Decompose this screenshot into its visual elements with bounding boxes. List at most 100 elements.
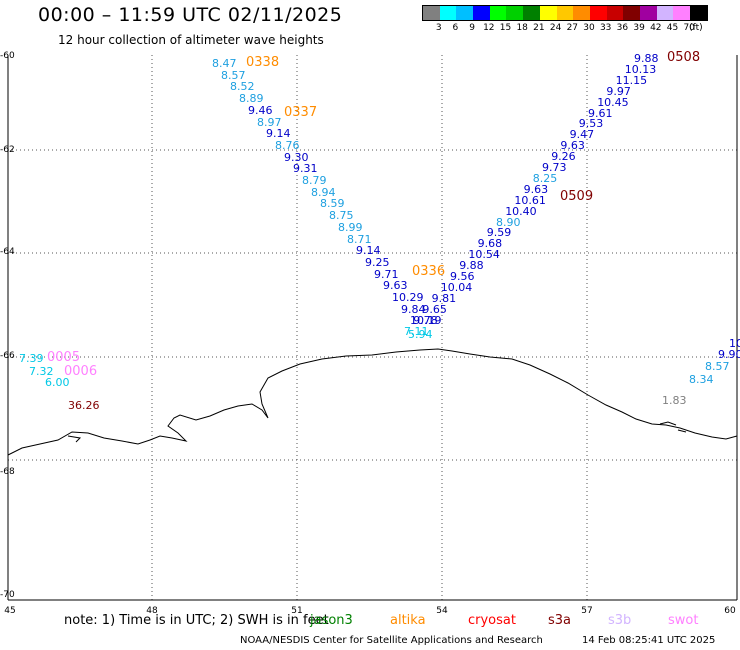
swh-label: 10.13 [624, 62, 657, 76]
swh-label: 8.59 [320, 197, 345, 211]
antarctic-coastline [7, 348, 738, 456]
swh-label: 9.56 [450, 270, 475, 283]
wave-height-legend: 3 6 9 12 15 18 21 24 27 30 33 36 39 42 45 70 (ft) [422, 5, 708, 35]
swh-label: 9.46 [248, 103, 273, 117]
legend-label: 45 [666, 23, 679, 33]
graticule [8, 55, 738, 600]
swh-label: 8.89 [239, 92, 264, 106]
swh-label: 9.63 [560, 139, 585, 153]
lon-tick: 45 [4, 606, 16, 616]
swh-label: 8.57 [221, 68, 246, 82]
lon-tick: 48 [146, 606, 158, 616]
legend-swatch [456, 6, 474, 20]
swh-label: 9.14 [266, 127, 291, 141]
swh-label: 9.63 [523, 182, 549, 196]
legend-label: 21 [533, 23, 545, 33]
swh-label: 10.40 [505, 204, 537, 218]
swh-label: 8.25 [532, 171, 558, 185]
legend-swatch [589, 6, 607, 20]
legend-label: 70 [683, 23, 695, 33]
swh-label: 8.47 [212, 57, 237, 70]
legend-label: 15 [499, 23, 512, 33]
swh-label: 10.19 [410, 314, 442, 328]
swh-label: 8.76 [275, 138, 300, 152]
ice-shelf-islands [67, 421, 687, 443]
legend-labels: 3 6 9 12 15 18 21 24 27 30 33 36 39 42 45 70 (ft) [422, 21, 708, 35]
legend-swatch [489, 6, 507, 20]
pass-time-label: 0337 [284, 105, 318, 120]
legend-swatch [673, 6, 690, 20]
legend-label: 27 [566, 23, 579, 33]
legend-label: 42 [650, 23, 662, 33]
legend-label: 24 [549, 23, 562, 33]
legend-swatch [690, 6, 707, 20]
legend-label: 36 [616, 23, 629, 33]
satellite-name: s3a [548, 613, 572, 628]
swh-label: 6.00 [45, 376, 70, 389]
swh-label: 9.61 [588, 106, 613, 120]
swh-label: 7.39 [19, 352, 44, 365]
pass-time-label: 0005 [47, 350, 81, 365]
swh-label: 9.84 [401, 302, 426, 316]
legend-swatch [606, 6, 624, 20]
legend-label: 18 [516, 23, 528, 33]
swh-label: 7.11 [404, 324, 429, 338]
pass-time-label: 0509 [560, 189, 594, 204]
legend-swatch [556, 6, 574, 20]
swh-label: 9.73 [542, 161, 567, 174]
legend-swatch [573, 6, 590, 20]
swh-label: 8.71 [347, 232, 372, 246]
credit-line: NOAA/NESDIS Center for Satellite Applica… [240, 635, 543, 646]
pass-time-label: 0336 [412, 264, 446, 279]
swh-label: 8.79 [302, 174, 327, 187]
lon-tick: 57 [581, 606, 593, 616]
legend-label: (ft) [689, 23, 703, 33]
swh-label: 9.90 [718, 348, 740, 361]
swh-label: 36.26 [68, 399, 100, 412]
map-frame [7, 55, 738, 601]
swh-label: 8.52 [230, 80, 255, 94]
swh-label: 8.34 [689, 373, 714, 386]
legend-label: 39 [633, 23, 645, 33]
legend-label: 33 [599, 23, 612, 33]
map-subtitle: 12 hour collection of altimeter wave hei… [58, 33, 324, 47]
lat-tick: -60 [0, 51, 15, 61]
swh-label: 10.54 [468, 248, 500, 262]
swh-label: 10.04 [440, 280, 473, 294]
swh-label: 11.15 [615, 73, 648, 87]
lon-tick: 54 [436, 606, 448, 616]
swh-label: 8.90 [496, 215, 521, 229]
satellite-name: swot [668, 613, 699, 628]
generated-timestamp: 14 Feb 08:25:41 UTC 2025 [582, 635, 716, 646]
legend-swatch [506, 6, 524, 20]
swh-label: 9.68 [477, 237, 503, 251]
swh-label: 8.57 [705, 360, 730, 373]
legend-label: 12 [483, 23, 495, 33]
swh-label: 8.75 [329, 209, 354, 223]
pass-time-label: 0006 [64, 364, 98, 379]
legend-swatch [473, 6, 490, 20]
legend-label: 3 [435, 23, 442, 33]
swh-label: 9.97 [606, 84, 631, 98]
swh-label: 9.47 [569, 128, 595, 142]
swh-label: 9.30 [284, 150, 309, 164]
satellite-name: cryosat [468, 613, 516, 628]
swh-label: 10 [729, 337, 740, 350]
legend-label: 30 [583, 23, 595, 33]
lon-tick: 51 [291, 606, 303, 616]
swh-label: 9.88 [459, 259, 484, 273]
swh-label: 8.97 [257, 115, 282, 129]
swh-label: 1.83 [662, 394, 687, 407]
swh-label: 9.88 [634, 52, 659, 65]
satellite-name: s3b [608, 613, 632, 628]
legend-swatch [639, 6, 657, 20]
swh-label: 8.99 [338, 220, 363, 234]
legend-label: 9 [469, 23, 475, 33]
swh-label: 9.65 [422, 302, 447, 316]
swh-label: 9.31 [293, 162, 318, 176]
swh-label: 9.71 [374, 267, 399, 281]
legend-swatch [539, 6, 557, 20]
swh-label: 9.59 [486, 226, 512, 240]
legend-swatch [423, 6, 440, 20]
